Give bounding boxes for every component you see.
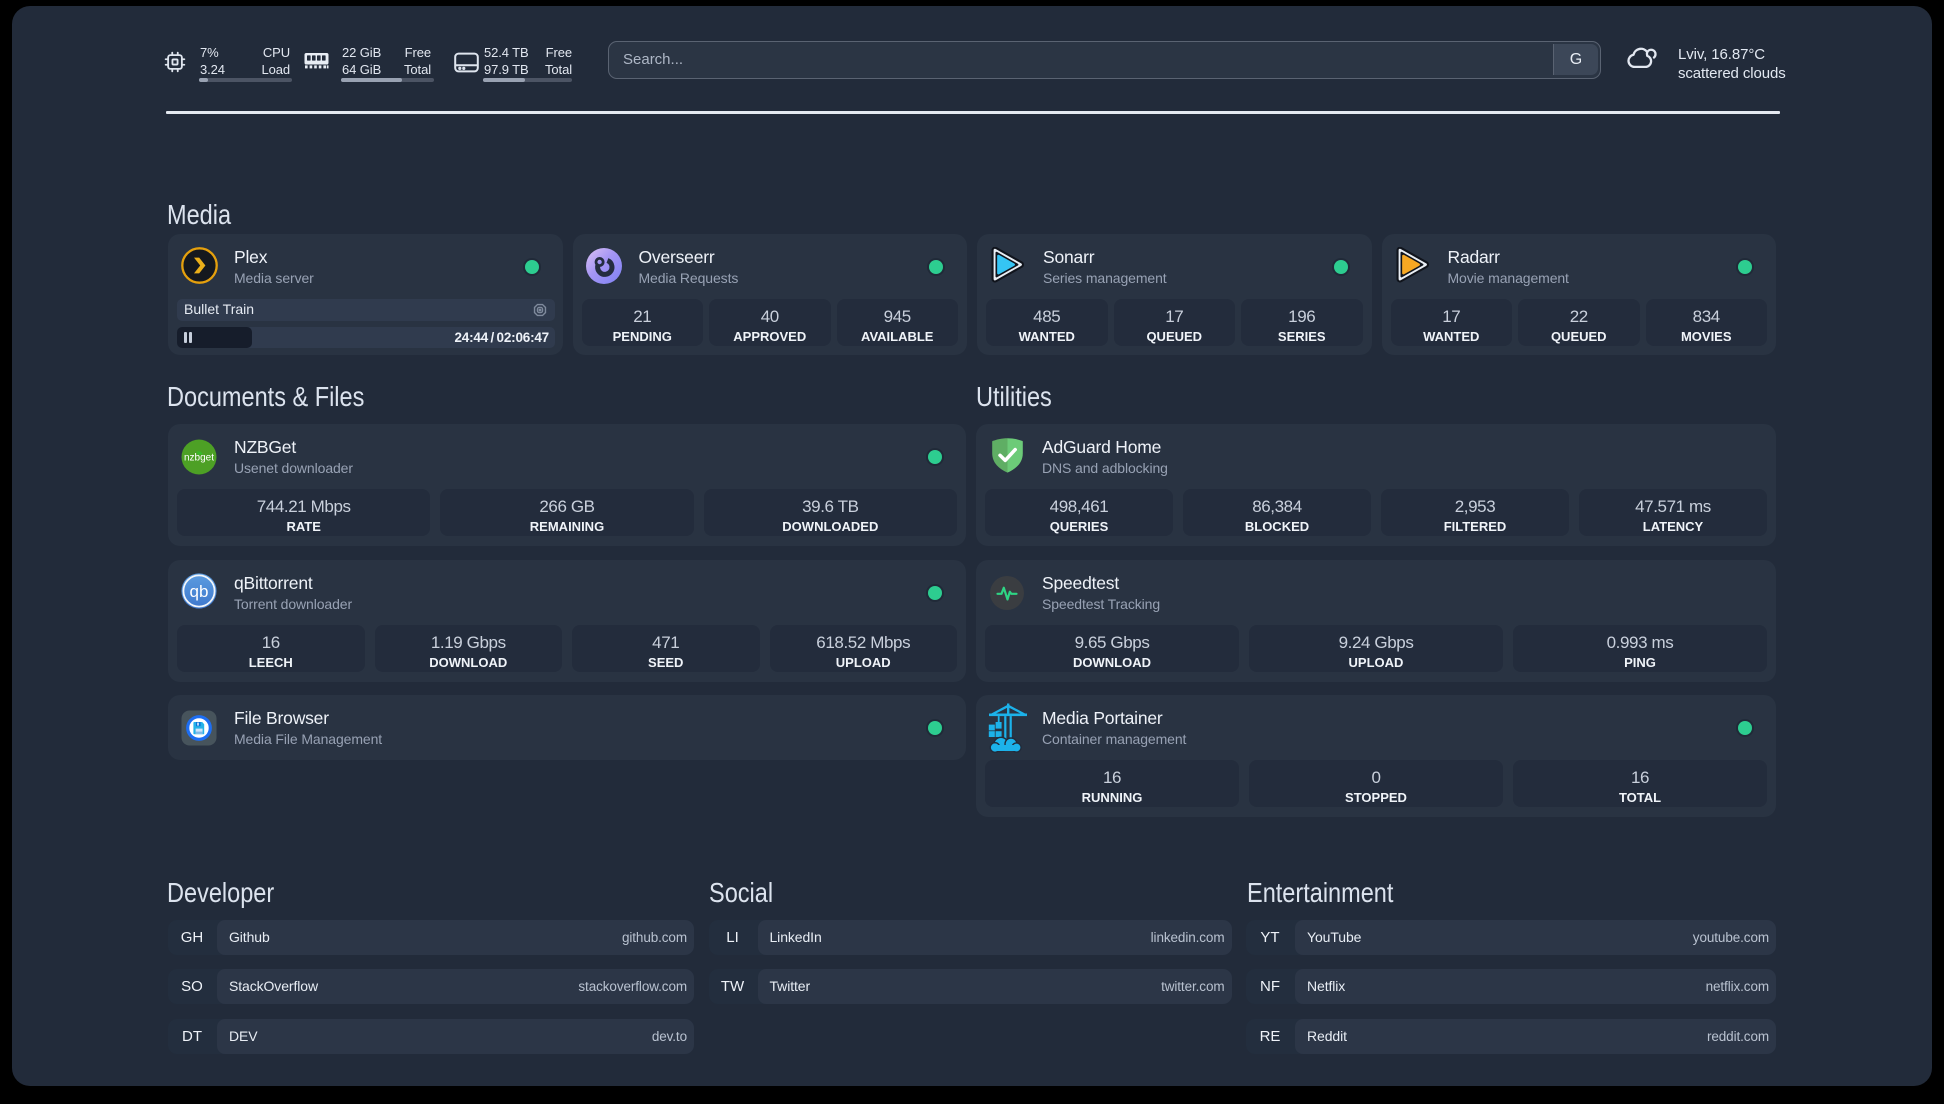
svg-text:nzbget: nzbget <box>184 453 214 464</box>
svg-text:qb: qb <box>190 582 209 601</box>
